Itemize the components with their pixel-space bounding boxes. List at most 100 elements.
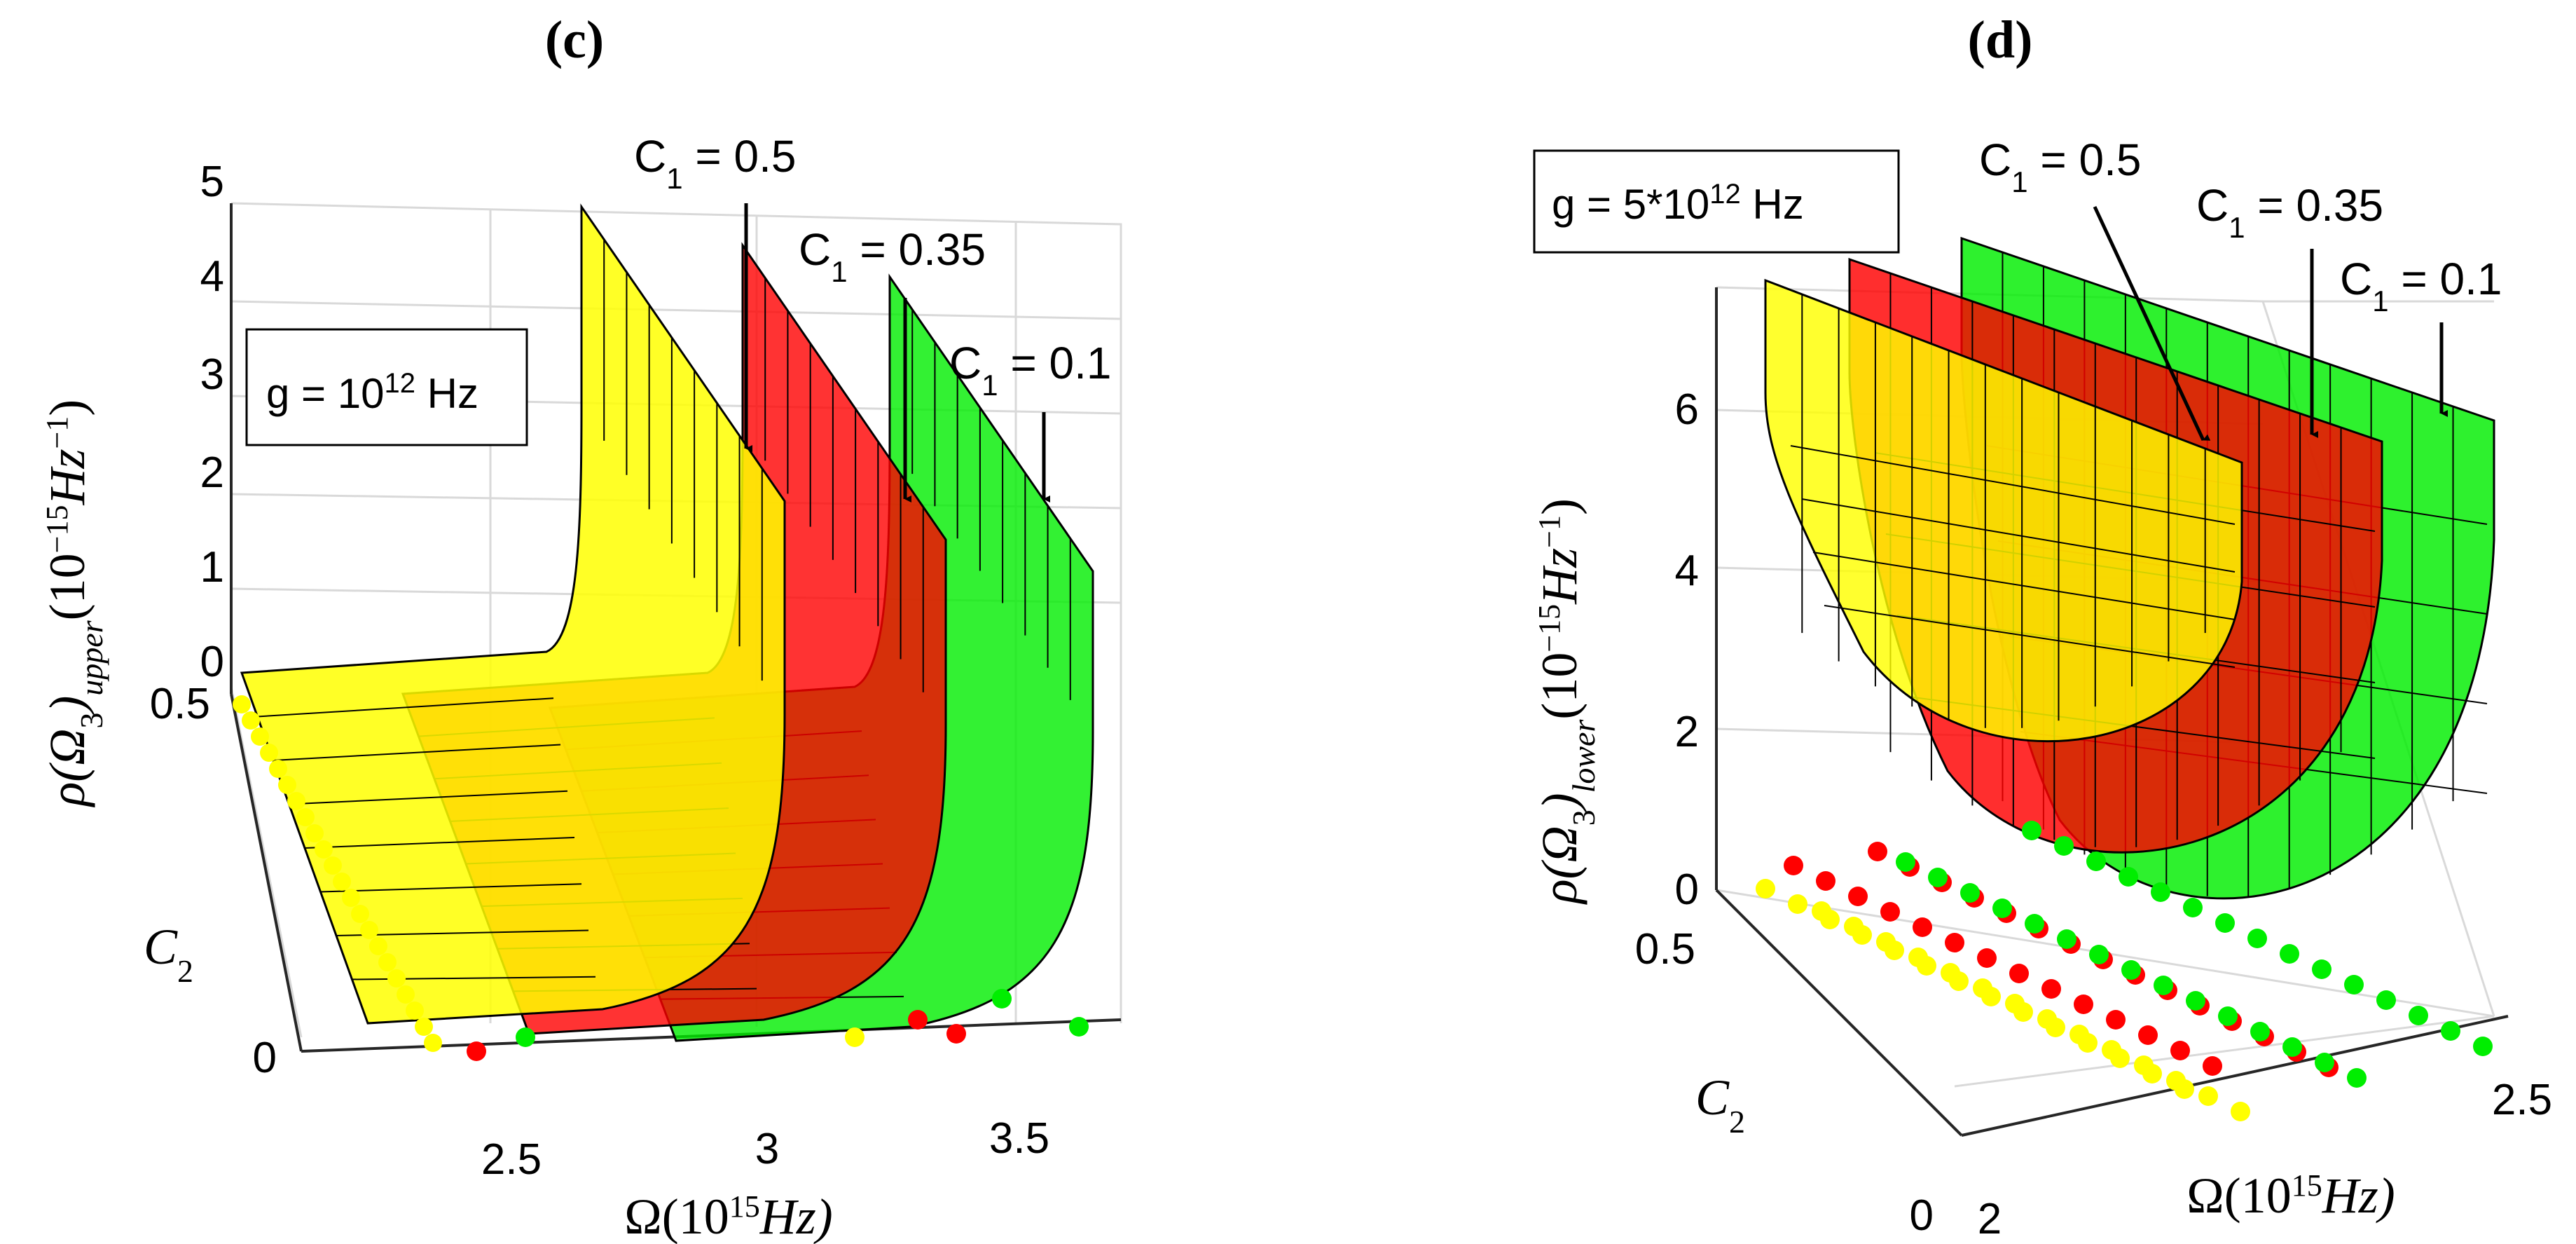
panel-c-label-c1-0.35: C1 = 0.35: [799, 224, 986, 288]
panel-d-dot-c1-0.1: [2025, 914, 2044, 934]
panel-c-dot-c1-0.1: [992, 989, 1012, 1009]
panel-d-annotations: C1 = 0.5 C1 = 0.35 C1 = 0.1: [1979, 135, 2502, 442]
panel-d-dot-c1-0.1: [2089, 945, 2109, 964]
panel-d-arrow-c1-0.5: [2093, 205, 2211, 442]
panel-d-dot-c1-0.1: [2057, 929, 2076, 949]
panel-c-label-c1-0.1: C1 = 0.1: [949, 338, 1111, 402]
panel-d-dot-c1-0.5: [2198, 1086, 2218, 1106]
panel-d-dot-c1-0.5: [2231, 1102, 2250, 1121]
panel-d-dot-c1-0.35: [2041, 979, 2061, 999]
panel-c-dot-c1-0.1: [1069, 1017, 1089, 1037]
panel-d-dot-c1-0.1: [1960, 883, 1980, 903]
panel-c-mesh-line: [304, 837, 575, 849]
panel-c-z-tick-0: 0: [200, 638, 224, 686]
panel-c-x-ticks: 2.5 3 3.5: [481, 1114, 1049, 1184]
panel-d-dot-c1-0.1: [2086, 852, 2106, 871]
panel-c-dot-c1-0.1: [516, 1027, 535, 1047]
panel-c-dot-c1-0.5: [342, 889, 360, 907]
panel-c-dot-c1-0.5: [233, 695, 251, 713]
panel-c-z-tick-3: 3: [200, 350, 224, 399]
panel-d-dot-c1-0.1: [2347, 1068, 2367, 1088]
panel-c-dot-c1-0.5: [287, 792, 305, 810]
panel-d-y-tick-1: 0.5: [1635, 925, 1695, 973]
panel-d-dot-c1-0.1: [2250, 1022, 2270, 1041]
panel-d-dot-c1-0.35: [1784, 856, 1803, 875]
panel-d-dot-c1-0.1: [2247, 929, 2267, 948]
panel-c-dot-c1-0.35: [908, 1010, 928, 1030]
panel-c-x-tick-1: 3: [755, 1125, 779, 1173]
panel-d-dot-c1-0.5: [2102, 1040, 2121, 1060]
panel-d-dot-c1-0.1: [1896, 852, 1915, 872]
panel-d-mesh-line: [1824, 605, 2236, 668]
panel-d-label-c1-0.35: C1 = 0.35: [2196, 180, 2383, 244]
panel-d-dot-c1-0.35: [2203, 1056, 2222, 1076]
panel-d-dot-c1-0.1: [2215, 913, 2235, 933]
panel-c-dot-c1-0.5: [251, 727, 269, 746]
panel-c-mesh-line: [289, 790, 568, 805]
panel-d-x-axis-title: Ω(1015Hz): [2186, 1168, 2395, 1224]
panel-c-x-axis-title: Ω(1015Hz): [624, 1189, 832, 1244]
panel-c-dot-c1-0.5: [242, 711, 260, 730]
panel-d-axis-lines: [1715, 287, 2509, 1137]
panel-c-dot-c1-0.5: [415, 1018, 433, 1036]
panel-d-dot-c1-0.5: [1908, 948, 1928, 967]
panel-d-dot-c1-0.1: [2344, 975, 2364, 994]
panel-c-label-c1-0.5: C1 = 0.5: [634, 131, 796, 195]
panel-c-x-tick-0: 2.5: [481, 1135, 542, 1184]
panel-d-dot-c1-0.5: [2037, 1009, 2057, 1029]
panel-d-z-tick-1: 2: [1675, 708, 1699, 756]
panel-d-z-tick-2: 4: [1675, 547, 1699, 595]
panel-d-dot-c1-0.1: [2022, 821, 2041, 840]
panel-d-title: (d): [1968, 11, 2033, 69]
panel-d-dot-c1-0.1: [1928, 868, 1948, 887]
panel-d-dot-c1-0.1: [2376, 990, 2396, 1010]
panel-c-mesh-line: [320, 883, 582, 893]
panel-d-dot-c1-0.5: [1812, 901, 1831, 921]
panel-d-dot-c1-0.5: [1844, 917, 1864, 936]
panel-c-mesh-line: [336, 929, 589, 936]
panel-c-dot-c1-0.5: [424, 1034, 442, 1052]
panel-d-dot-c1-0.35: [2009, 964, 2029, 983]
panel-d-dot-c1-0.35: [1913, 917, 1932, 937]
panel-d-dot-c1-0.1: [2282, 1037, 2302, 1057]
panel-d-label-c1-0.1: C1 = 0.1: [2340, 254, 2502, 317]
panel-c-dot-c1-0.5: [315, 840, 333, 859]
panel-c-parameter-box: g = 1012 Hz: [245, 328, 528, 446]
panel-d-surfaces: [1764, 236, 2495, 900]
panel-c-parameter-text: g = 1012 Hz: [266, 368, 478, 417]
panel-c-z-tick-1: 1: [200, 543, 224, 592]
panel-c-mesh-line: [257, 697, 554, 718]
panel-c-dot-c1-0.5: [278, 776, 296, 794]
panel-d-parameter-text: g = 5*1012 Hz: [1552, 179, 1804, 228]
panel-d-dot-c1-0.5: [1941, 963, 1960, 983]
panel-d-y-ticks: 0 0.5: [1635, 925, 1934, 1240]
panel-d-dot-c1-0.5: [1973, 978, 1992, 998]
panel-d-dot-c1-0.5: [1876, 932, 1896, 952]
panel-d-dot-c1-0.5: [2069, 1025, 2089, 1044]
panel-c-dot-c1-0.5: [351, 905, 369, 923]
panel-c-y-tick-1: 0.5: [150, 680, 210, 728]
panel-c-dot-c1-0.5: [260, 744, 278, 762]
panel-c-z-tick-5: 5: [200, 158, 224, 206]
panel-d-dot-c1-0.1: [2154, 976, 2173, 995]
panel-d-dot-c1-0.5: [2005, 994, 2025, 1013]
panel-d-dot-c1-0.35: [1816, 871, 1835, 891]
panel-c-dot-c1-0.5: [387, 969, 406, 987]
panel-c-y-tick-0: 0: [253, 1034, 277, 1082]
panel-d-mesh-line: [1790, 445, 2236, 525]
panel-d-label-c1-0.5: C1 = 0.5: [1979, 135, 2141, 198]
panel-d-z-tick-0: 0: [1675, 866, 1699, 914]
panel-d-dot-c1-0.1: [2186, 991, 2205, 1011]
panel-d-x-tick-0: 2: [1978, 1195, 2002, 1243]
panel-d-dot-c1-0.1: [1992, 898, 2012, 918]
panel-c-dot-c1-0.5: [369, 937, 387, 955]
panel-d-parameter-box: g = 5*1012 Hz: [1533, 149, 1900, 254]
panel-c-annotations: C1 = 0.5 C1 = 0.35 C1 = 0.1: [634, 131, 1111, 503]
panel-c-dot-c1-0.5: [333, 873, 351, 891]
panel-c-dot-c1-0.5: [360, 921, 378, 939]
panel-d-dot-c1-0.35: [1848, 887, 1868, 906]
panel-d-z-ticks: 0 2 4 6: [1675, 385, 1699, 914]
panel-c: (c) 0 1 2 3 4: [39, 11, 1122, 1244]
panel-c-dot-c1-0.5: [324, 856, 342, 875]
